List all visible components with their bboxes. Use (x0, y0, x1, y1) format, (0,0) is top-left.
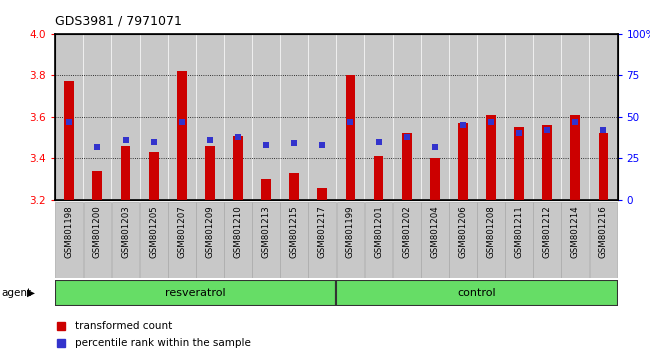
Bar (561, 34, 590, 200)
Bar (430, 159, 439, 200)
Bar (449, 34, 477, 200)
Text: resveratrol: resveratrol (166, 288, 226, 298)
Bar (149, 152, 159, 200)
Bar (177, 71, 187, 200)
Text: agent: agent (1, 288, 31, 298)
Bar (542, 125, 552, 200)
Text: GSM801200: GSM801200 (93, 206, 102, 258)
Bar (308, 34, 337, 200)
Bar (121, 146, 131, 200)
FancyBboxPatch shape (55, 202, 83, 278)
Bar (317, 188, 327, 200)
Bar (205, 146, 214, 200)
FancyBboxPatch shape (308, 202, 336, 278)
Text: control: control (458, 288, 496, 298)
Bar (533, 34, 561, 200)
Bar (365, 34, 393, 200)
Bar (140, 34, 168, 200)
FancyBboxPatch shape (449, 202, 477, 278)
FancyBboxPatch shape (112, 202, 140, 278)
Bar (346, 75, 356, 200)
Bar (168, 34, 196, 200)
Text: GSM801211: GSM801211 (515, 206, 524, 258)
Bar (280, 34, 308, 200)
Bar (252, 34, 280, 200)
Bar (477, 34, 505, 200)
Text: percentile rank within the sample: percentile rank within the sample (75, 338, 251, 348)
Text: GSM801210: GSM801210 (233, 206, 242, 258)
Bar (224, 34, 252, 200)
Text: GSM801201: GSM801201 (374, 206, 383, 258)
Text: GSM801198: GSM801198 (65, 206, 74, 258)
Text: GSM801206: GSM801206 (458, 206, 467, 258)
Text: GSM801207: GSM801207 (177, 206, 187, 258)
Text: GSM801216: GSM801216 (599, 206, 608, 258)
Bar (486, 115, 496, 200)
Bar (393, 34, 421, 200)
Text: GSM801215: GSM801215 (290, 206, 299, 258)
Bar (514, 127, 524, 200)
Bar (289, 173, 299, 200)
Text: transformed count: transformed count (75, 321, 172, 331)
FancyBboxPatch shape (590, 202, 618, 278)
Text: GSM801213: GSM801213 (261, 206, 270, 258)
Bar (233, 136, 243, 200)
Bar (83, 34, 112, 200)
Text: GSM801217: GSM801217 (318, 206, 327, 258)
FancyBboxPatch shape (224, 202, 252, 278)
FancyBboxPatch shape (83, 202, 111, 278)
Bar (374, 156, 383, 200)
Bar (505, 34, 533, 200)
Text: GSM801204: GSM801204 (430, 206, 439, 258)
FancyBboxPatch shape (196, 202, 224, 278)
Text: GSM801202: GSM801202 (402, 206, 411, 258)
FancyBboxPatch shape (337, 280, 618, 306)
Bar (571, 115, 580, 200)
Bar (458, 123, 468, 200)
FancyBboxPatch shape (365, 202, 393, 278)
Bar (196, 34, 224, 200)
Text: GSM801203: GSM801203 (121, 206, 130, 258)
Bar (64, 81, 74, 200)
Bar (55, 34, 83, 200)
FancyBboxPatch shape (533, 202, 561, 278)
Bar (112, 34, 140, 200)
FancyBboxPatch shape (168, 202, 196, 278)
Bar (261, 179, 271, 200)
Text: GSM801212: GSM801212 (543, 206, 552, 258)
Bar (421, 34, 448, 200)
Bar (402, 133, 411, 200)
FancyBboxPatch shape (393, 202, 421, 278)
FancyBboxPatch shape (140, 202, 168, 278)
Text: GSM801208: GSM801208 (486, 206, 495, 258)
FancyBboxPatch shape (252, 202, 280, 278)
Bar (599, 133, 608, 200)
FancyBboxPatch shape (421, 202, 448, 278)
Text: GSM801205: GSM801205 (149, 206, 158, 258)
Text: GDS3981 / 7971071: GDS3981 / 7971071 (55, 14, 182, 27)
Text: GSM801214: GSM801214 (571, 206, 580, 258)
Text: GSM801199: GSM801199 (346, 206, 355, 258)
FancyBboxPatch shape (337, 202, 365, 278)
Bar (92, 171, 102, 200)
Bar (337, 34, 365, 200)
Bar (590, 34, 618, 200)
FancyBboxPatch shape (505, 202, 533, 278)
Text: ▶: ▶ (27, 288, 35, 298)
FancyBboxPatch shape (477, 202, 505, 278)
FancyBboxPatch shape (55, 280, 337, 306)
Text: GSM801209: GSM801209 (205, 206, 214, 258)
FancyBboxPatch shape (562, 202, 590, 278)
FancyBboxPatch shape (280, 202, 308, 278)
